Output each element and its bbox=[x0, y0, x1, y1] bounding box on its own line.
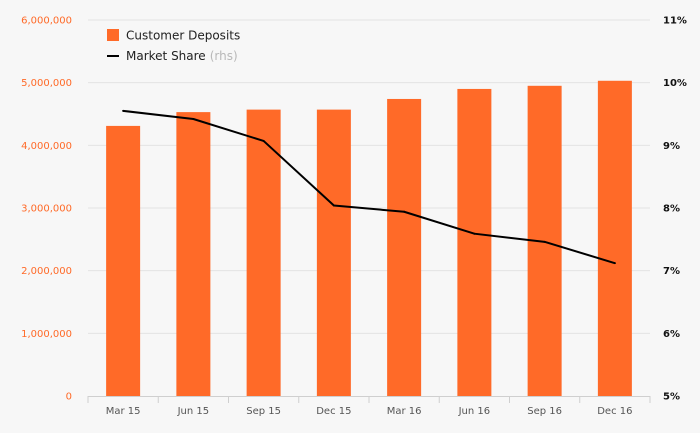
y-left-tick-label: 3,000,000 bbox=[21, 204, 72, 215]
x-tick-label: Jun 16 bbox=[458, 406, 491, 417]
legend: Customer Deposits Market Share (rhs) bbox=[107, 29, 240, 63]
bar bbox=[176, 112, 211, 397]
legend-label-market-share-text: Market Share bbox=[126, 49, 206, 63]
legend-label-customer-deposits: Customer Deposits bbox=[126, 29, 240, 43]
y-right-tick-label: 8% bbox=[663, 204, 680, 215]
legend-label-market-share: Market Share (rhs) bbox=[126, 49, 238, 63]
y-right-tick-label: 10% bbox=[663, 78, 687, 89]
bar bbox=[597, 80, 632, 396]
bar bbox=[457, 88, 492, 396]
line-point bbox=[403, 210, 406, 213]
y-left-tick-label: 1,000,000 bbox=[21, 329, 72, 340]
y-right-tick-label: 9% bbox=[663, 141, 680, 152]
bar bbox=[387, 98, 422, 397]
x-tick-label: Jun 15 bbox=[177, 406, 210, 417]
y-right-tick-label: 5% bbox=[663, 392, 680, 403]
line-point bbox=[473, 232, 476, 235]
legend-label-rhs: (rhs) bbox=[210, 49, 238, 63]
line-point bbox=[613, 262, 616, 265]
bar bbox=[316, 109, 351, 396]
line-point bbox=[122, 109, 125, 112]
line-point bbox=[543, 240, 546, 243]
x-tick-label: Dec 15 bbox=[316, 406, 351, 417]
x-tick-label: Mar 15 bbox=[106, 406, 141, 417]
x-tick-label: Mar 16 bbox=[387, 406, 422, 417]
y-left-tick-label: 5,000,000 bbox=[21, 78, 72, 89]
line-point bbox=[192, 118, 195, 121]
line-series-market-share bbox=[122, 109, 616, 265]
bar bbox=[106, 125, 141, 396]
x-tick-label: Dec 16 bbox=[597, 406, 632, 417]
y-left-tick-label: 4,000,000 bbox=[21, 141, 72, 152]
bar-series-customer-deposits bbox=[106, 80, 632, 397]
y-right-tick-label: 11% bbox=[663, 16, 687, 27]
line-point bbox=[332, 204, 335, 207]
gridlines bbox=[88, 19, 650, 334]
y-left-tick-label: 2,000,000 bbox=[21, 266, 72, 277]
market-share-line bbox=[123, 109, 616, 265]
bar bbox=[246, 109, 281, 396]
line-point bbox=[262, 139, 265, 142]
y-left-tick-label: 6,000,000 bbox=[21, 16, 72, 27]
legend-swatch-bar bbox=[107, 29, 119, 41]
axes: 0 1,000,000 2,000,000 3,000,000 4,000,000 5,0… bbox=[21, 16, 687, 418]
x-tick-label: Sep 15 bbox=[246, 406, 281, 417]
y-right-tick-label: 7% bbox=[663, 266, 680, 277]
x-tick-label: Sep 16 bbox=[527, 406, 562, 417]
y-left-tick-label: 0 bbox=[66, 392, 72, 403]
y-right-tick-label: 6% bbox=[663, 329, 680, 340]
